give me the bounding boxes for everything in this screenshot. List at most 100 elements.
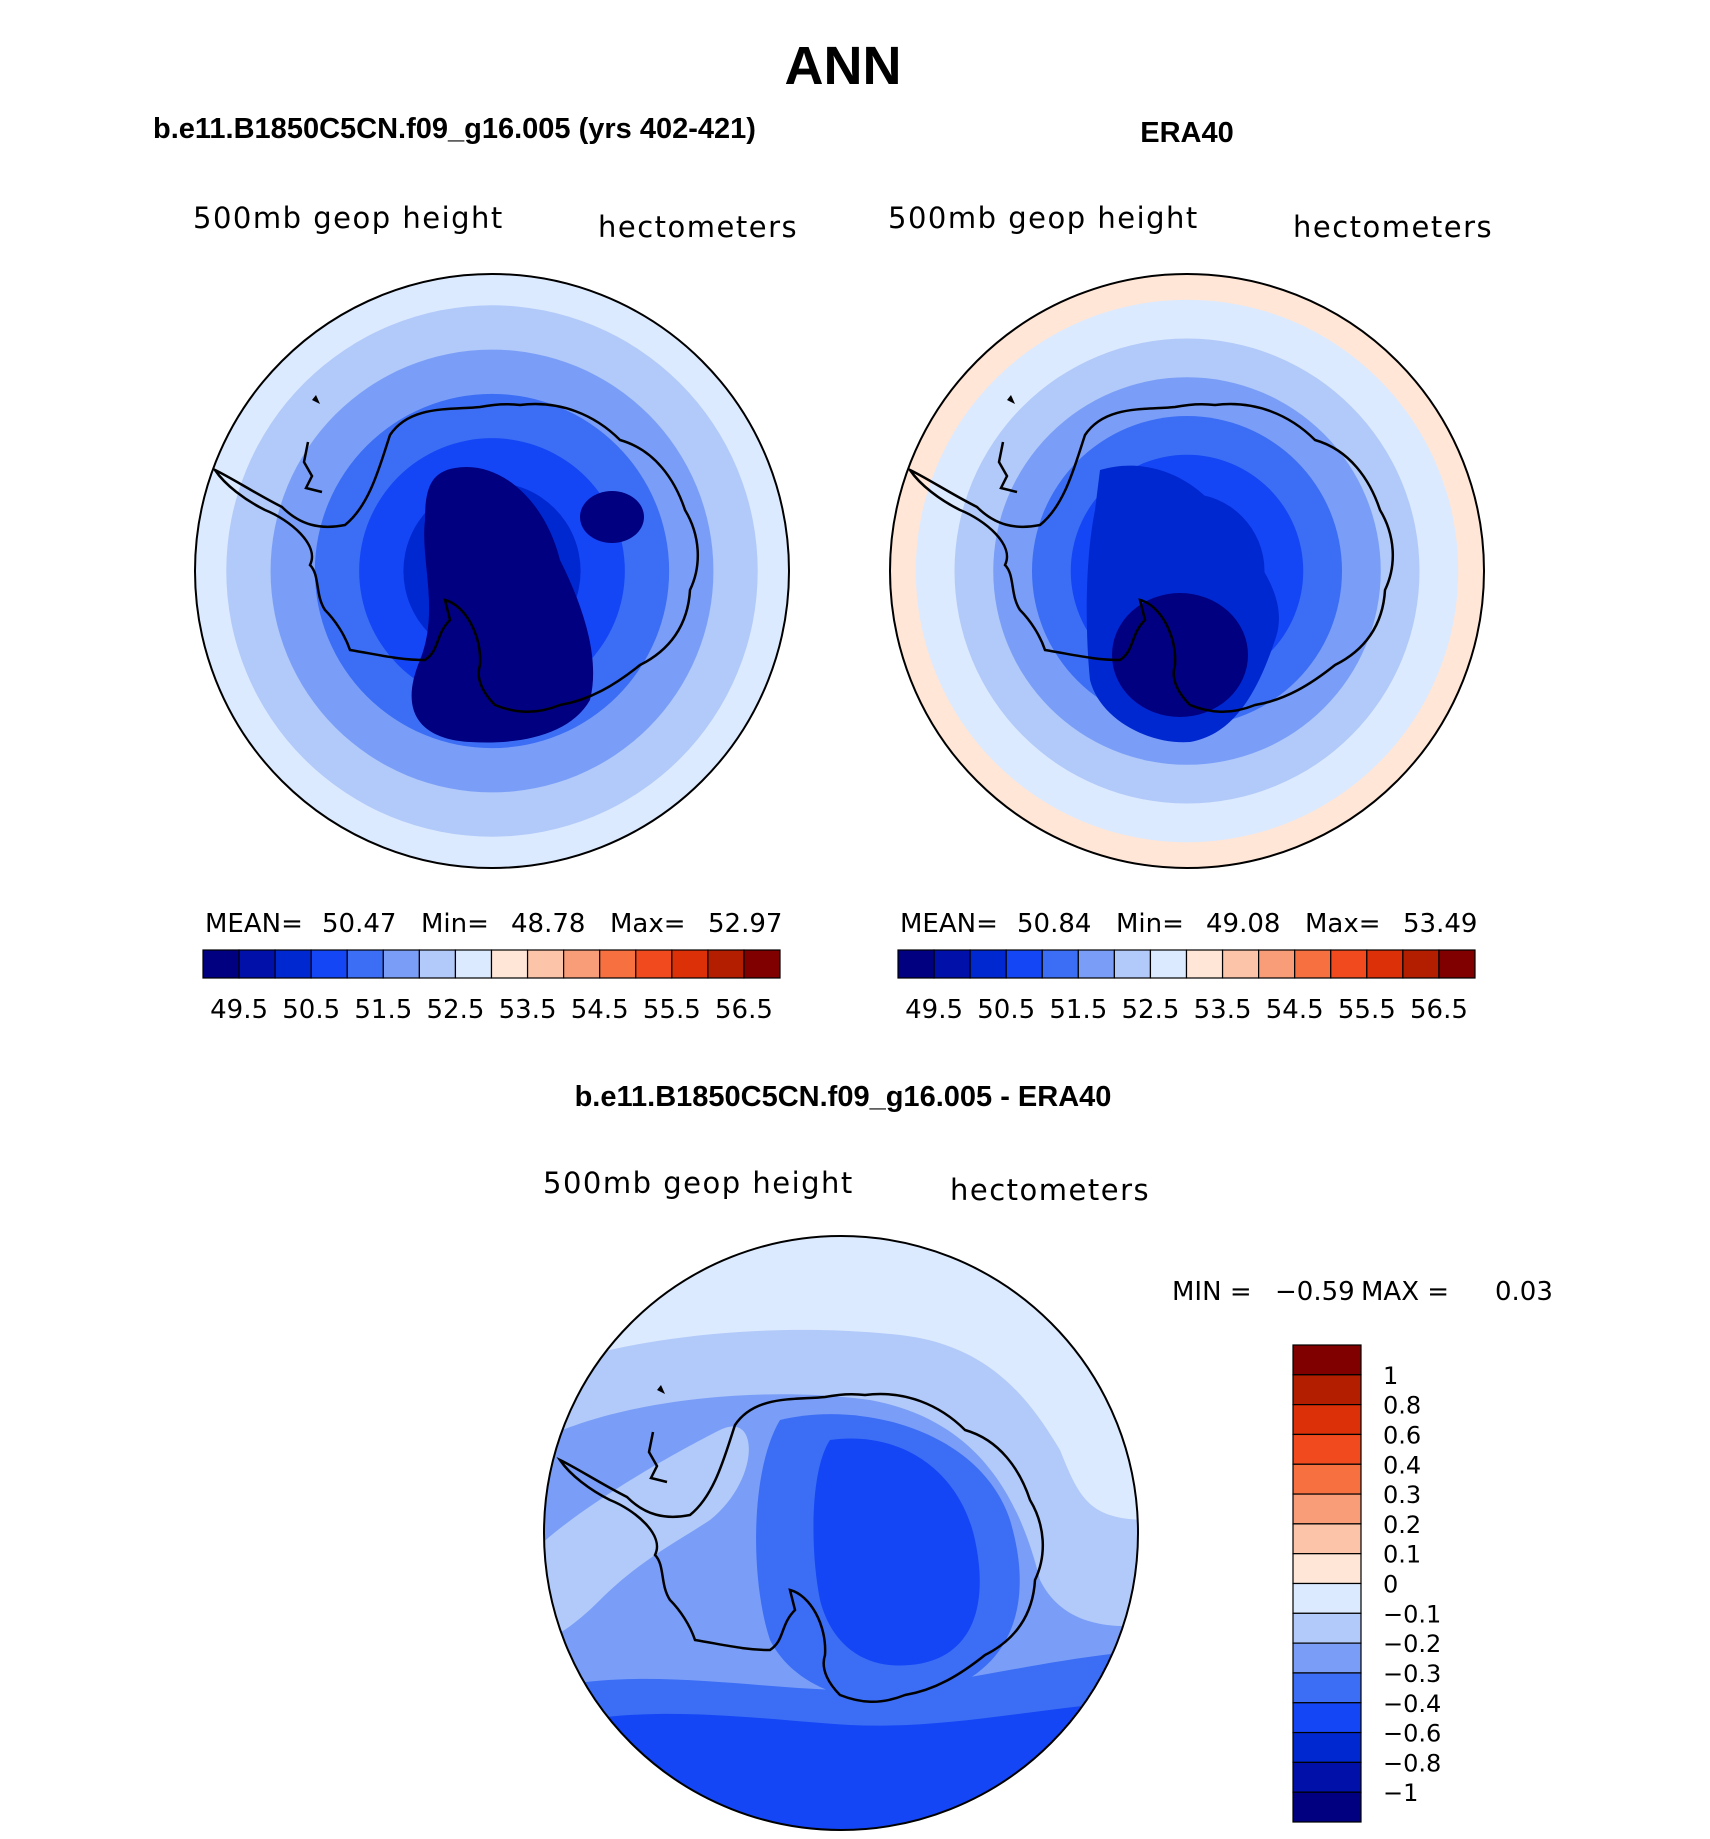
panel-diff: b.e11.B1850C5CN.f09_g16.005 - ERA40 500m… xyxy=(543,1081,1553,1831)
colorbar-tick-label: −1 xyxy=(1383,1779,1418,1807)
colorbar-tick-label: −0.4 xyxy=(1383,1690,1441,1718)
colorbar-tick-label: 0.8 xyxy=(1383,1392,1421,1420)
colorbar-swatch xyxy=(454,949,493,979)
panel-model-mean-label: MEAN= xyxy=(205,909,303,939)
colorbar-tick-label: 0.1 xyxy=(1383,1541,1421,1569)
colorbar-swatch xyxy=(526,949,565,979)
panel-obs-max-label: Max= xyxy=(1305,909,1381,939)
colorbar-tick-label: 0.3 xyxy=(1383,1481,1421,1509)
panel-obs-min-label: Min= xyxy=(1116,909,1184,939)
colorbar-tick-label: −0.1 xyxy=(1383,1600,1441,1628)
colorbar-swatch xyxy=(1292,1433,1362,1465)
colorbar-tick-label: −0.2 xyxy=(1383,1630,1441,1658)
panel-diff-max-value: 0.03 xyxy=(1495,1277,1553,1307)
colorbar-swatch xyxy=(1292,1553,1362,1585)
colorbar-swatch xyxy=(1292,1344,1362,1376)
panel-obs-stats: MEAN= 50.84 Min= 49.08 Max= 53.49 xyxy=(900,909,1477,939)
colorbar-tick-label: 51.5 xyxy=(1049,995,1107,1025)
colorbar-swatch xyxy=(1005,949,1043,979)
colorbar-swatch xyxy=(1185,949,1224,979)
colorbar-swatch xyxy=(1292,1761,1362,1793)
colorbar-tick-label: 0.2 xyxy=(1383,1511,1421,1539)
colorbar-swatch xyxy=(1402,949,1440,979)
colorbar-swatch xyxy=(1292,1642,1362,1674)
colorbar-tick-label: −0.8 xyxy=(1383,1749,1441,1777)
colorbar-swatch xyxy=(274,949,312,979)
colorbar-tick-label: 0 xyxy=(1383,1571,1398,1599)
colorbar-swatch xyxy=(1292,1374,1362,1406)
panel-diff-map-border xyxy=(543,1235,1139,1831)
colorbar-swatch xyxy=(1292,1404,1362,1436)
panel-obs-max-value: 53.49 xyxy=(1403,909,1477,939)
colorbar-tick-label: 53.5 xyxy=(1194,995,1252,1025)
panel-model: b.e11.B1850C5CN.f09_g16.005 (yrs 402-421… xyxy=(153,113,798,1025)
colorbar-swatch xyxy=(202,949,240,979)
colorbar-swatch xyxy=(1292,1463,1362,1495)
colorbar-tick-label: −0.3 xyxy=(1383,1660,1441,1688)
panel-diff-colorbar: 10.80.60.40.30.20.10−0.1−0.2−0.3−0.4−0.6… xyxy=(1292,1344,1441,1823)
panel-diff-contour-fill xyxy=(544,1236,1138,1830)
colorbar-tick-label: 54.5 xyxy=(1266,995,1324,1025)
panel-model-units-label: hectometers xyxy=(598,210,798,244)
panel-obs-min-value: 49.08 xyxy=(1206,909,1280,939)
colorbar-tick-label: 51.5 xyxy=(354,995,412,1025)
colorbar-swatch xyxy=(1041,949,1079,979)
colorbar-tick-label: −0.6 xyxy=(1383,1720,1441,1748)
colorbar-swatch xyxy=(1258,949,1296,979)
colorbar-swatch xyxy=(1221,949,1260,979)
panel-diff-stats: MIN = −0.59 MAX = 0.03 xyxy=(1172,1277,1553,1307)
colorbar-swatch xyxy=(1292,1702,1362,1734)
colorbar-tick-label: 0.6 xyxy=(1383,1421,1421,1449)
panel-model-max-value: 52.97 xyxy=(708,909,782,939)
colorbar-swatch xyxy=(969,949,1007,979)
colorbar-swatch xyxy=(310,949,348,979)
panel-model-max-label: Max= xyxy=(610,909,686,939)
colorbar-tick-label: 0.4 xyxy=(1383,1451,1421,1479)
colorbar-swatch xyxy=(933,949,971,979)
colorbar-swatch xyxy=(1292,1523,1362,1555)
panel-obs-units-label: hectometers xyxy=(1293,210,1493,244)
colorbar-tick-label: 53.5 xyxy=(499,995,557,1025)
colorbar-tick-label: 52.5 xyxy=(426,995,484,1025)
colorbar-swatch xyxy=(490,949,529,979)
panel-diff-max-label: MAX = xyxy=(1361,1277,1449,1307)
panel-obs-colorbar: 49.5 50.5 51.5 52.5 53.5 54.5 55.5 56.5 xyxy=(897,949,1476,1025)
panel-obs-low-center xyxy=(1086,465,1279,743)
colorbar-swatch xyxy=(1438,949,1476,979)
panel-obs-heading: ERA40 xyxy=(1140,117,1234,149)
panel-diff-heading: b.e11.B1850C5CN.f09_g16.005 - ERA40 xyxy=(575,1081,1112,1113)
panel-obs-variable-label: 500mb geop height xyxy=(888,201,1199,235)
colorbar-swatch xyxy=(1113,949,1152,979)
panel-obs-map xyxy=(890,274,1484,868)
panel-model-variable-label: 500mb geop height xyxy=(193,201,504,235)
main-title: ANN xyxy=(785,36,902,96)
colorbar-swatch xyxy=(1292,1493,1362,1525)
panel-obs-mean-value: 50.84 xyxy=(1017,909,1091,939)
panel-obs-mean-label: MEAN= xyxy=(900,909,998,939)
colorbar-swatch xyxy=(1292,1731,1362,1763)
colorbar-tick-label: 49.5 xyxy=(905,995,963,1025)
colorbar-swatch xyxy=(1077,949,1115,979)
colorbar-swatch xyxy=(418,949,457,979)
panel-diff-min-label: MIN = xyxy=(1172,1277,1252,1307)
colorbar-swatch xyxy=(1294,949,1332,979)
colorbar-tick-label: 56.5 xyxy=(1410,995,1468,1025)
colorbar-tick-label: 55.5 xyxy=(1338,995,1396,1025)
colorbar-tick-label: 54.5 xyxy=(571,995,629,1025)
colorbar-swatch xyxy=(238,949,276,979)
colorbar-tick-label: 50.5 xyxy=(977,995,1035,1025)
panel-model-colorbar: 49.5 50.5 51.5 52.5 53.5 54.5 55.5 56.5 xyxy=(202,949,781,1025)
panel-obs-map-border xyxy=(889,273,1485,869)
colorbar-swatch xyxy=(1292,1791,1362,1823)
colorbar-swatch xyxy=(743,949,781,979)
panel-diff-units-label: hectometers xyxy=(950,1173,1150,1207)
panel-diff-map xyxy=(544,1236,1138,1830)
colorbar-swatch xyxy=(1330,949,1368,979)
panel-model-mean-value: 50.47 xyxy=(322,909,396,939)
colorbar-tick-label: 50.5 xyxy=(282,995,340,1025)
colorbar-tick-label: 52.5 xyxy=(1121,995,1179,1025)
colorbar-tick-label: 56.5 xyxy=(715,995,773,1025)
colorbar-swatch xyxy=(346,949,384,979)
panel-model-low-center xyxy=(411,466,644,743)
